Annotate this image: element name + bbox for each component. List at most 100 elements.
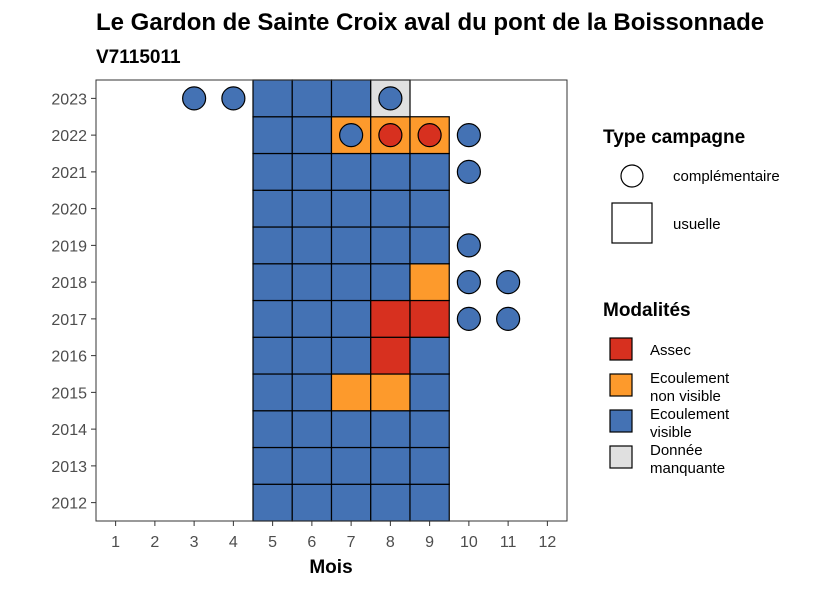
tile-2014-9: [409, 410, 450, 449]
tile-2019-5: [252, 226, 293, 265]
legend-type-label-usuelle: usuelle: [673, 216, 721, 233]
tile-2020-5: [252, 189, 293, 228]
x-axis-title: Mois: [309, 557, 352, 578]
tile-2012-9: [409, 483, 450, 522]
point-2023-3: [182, 86, 207, 111]
tile-2019-9: [409, 226, 450, 265]
tile-2022-5: [252, 116, 293, 155]
y-tick-label: 2019: [51, 238, 87, 255]
tile-2016-7: [330, 336, 372, 375]
tile-2018-9: [409, 263, 450, 302]
legend-type-campagne: Type campagne complémentaire usuelle: [603, 127, 780, 244]
point-2022-8: [378, 123, 403, 148]
chart-title: Le Gardon de Sainte Croix aval du pont d…: [96, 9, 764, 36]
tile-2015-7: [330, 373, 372, 412]
legend-square-symbol: [611, 202, 653, 244]
point-2023-8: [378, 86, 403, 111]
x-tick-label: 4: [229, 534, 238, 551]
tile-2015-5: [252, 373, 293, 412]
x-tick-label: 6: [307, 534, 316, 551]
x-tick-label: 10: [460, 534, 478, 551]
tile-2019-7: [330, 226, 372, 265]
x-tick-label: 11: [500, 534, 517, 551]
y-tick-label: 2022: [51, 128, 87, 145]
tile-2021-5: [252, 152, 293, 191]
tile-2019-8: [370, 226, 411, 265]
y-tick-label: 2016: [51, 349, 87, 366]
x-tick-label: 9: [425, 534, 434, 551]
y-axis: 2012 2013 2014 2015 2016 2017 2018 2019 2020 2021…: [51, 91, 96, 513]
tile-2023-7: [330, 79, 372, 118]
tile-2012-6: [291, 483, 333, 522]
tile-2013-7: [330, 446, 372, 485]
tile-2016-9: [409, 336, 450, 375]
tile-2018-5: [252, 263, 293, 302]
legend-circle-symbol: [620, 164, 644, 188]
x-tick-label: 2: [150, 534, 159, 551]
tile-2014-8: [370, 410, 411, 449]
tile-2020-8: [370, 189, 411, 228]
x-tick-label: 8: [386, 534, 395, 551]
tile-2013-5: [252, 446, 293, 485]
tile-2013-6: [291, 446, 333, 485]
plot-border: [95, 79, 568, 522]
tile-2015-8: [370, 373, 411, 412]
x-axis: 1 2 3 4 5 6 7 8 9 10 11 12: [111, 521, 556, 551]
tile-2013-8: [370, 446, 411, 485]
tile-2021-7: [330, 152, 372, 191]
tile-2022-6: [291, 116, 333, 155]
tile-2020-6: [291, 189, 333, 228]
tile-2021-8: [370, 152, 411, 191]
tile-2014-6: [291, 410, 333, 449]
tile-2017-7: [330, 299, 372, 338]
tile-2018-7: [330, 263, 372, 302]
tile-2017-5: [252, 299, 293, 338]
tile-2023-6: [291, 79, 333, 118]
y-tick-label: 2023: [51, 91, 87, 108]
x-tick-label: 3: [190, 534, 199, 551]
x-tick-label: 1: [111, 534, 120, 551]
tile-2016-8: [370, 336, 411, 375]
legend-mod-title: Modalités: [603, 300, 691, 321]
point-2018-10: [456, 270, 481, 295]
tile-2012-8: [370, 483, 411, 522]
point-2022-9: [417, 123, 442, 148]
x-tick-label: 7: [347, 534, 356, 551]
y-tick-label: 2013: [51, 459, 87, 476]
point-2022-10: [456, 123, 481, 148]
tile-2012-7: [330, 483, 372, 522]
point-2021-10: [456, 159, 481, 184]
legend-label-3: Donnée: [650, 442, 703, 459]
legend-type-title: Type campagne: [603, 127, 745, 148]
y-tick-label: 2015: [51, 385, 87, 402]
legend-label-2: Ecoulement: [650, 406, 730, 423]
tile-2016-6: [291, 336, 333, 375]
tile-2023-5: [252, 79, 293, 118]
tile-2019-6: [291, 226, 333, 265]
y-tick-label: 2021: [51, 165, 87, 182]
tile-2012-5: [252, 483, 293, 522]
tile-2017-9: [409, 299, 450, 338]
tile-2015-6: [291, 373, 333, 412]
tile-2018-6: [291, 263, 333, 302]
legend-key-0: [609, 337, 633, 361]
tile-2014-5: [252, 410, 293, 449]
tiles-layer: [252, 79, 450, 522]
y-tick-label: 2020: [51, 202, 87, 219]
point-2017-11: [496, 306, 521, 331]
tile-2015-9: [409, 373, 450, 412]
legend-label-1: Ecoulement: [650, 370, 730, 387]
chart-subtitle: V7115011: [96, 47, 181, 68]
tile-2020-7: [330, 189, 372, 228]
tile-2018-8: [370, 263, 411, 302]
y-tick-label: 2017: [51, 312, 87, 329]
legend-label-2: visible: [650, 424, 692, 441]
y-tick-label: 2018: [51, 275, 87, 292]
legend-key-1: [609, 373, 633, 397]
y-tick-label: 2014: [51, 422, 87, 439]
tile-2020-9: [409, 189, 450, 228]
x-tick-label: 12: [538, 534, 556, 551]
legend-key-2: [609, 409, 633, 433]
